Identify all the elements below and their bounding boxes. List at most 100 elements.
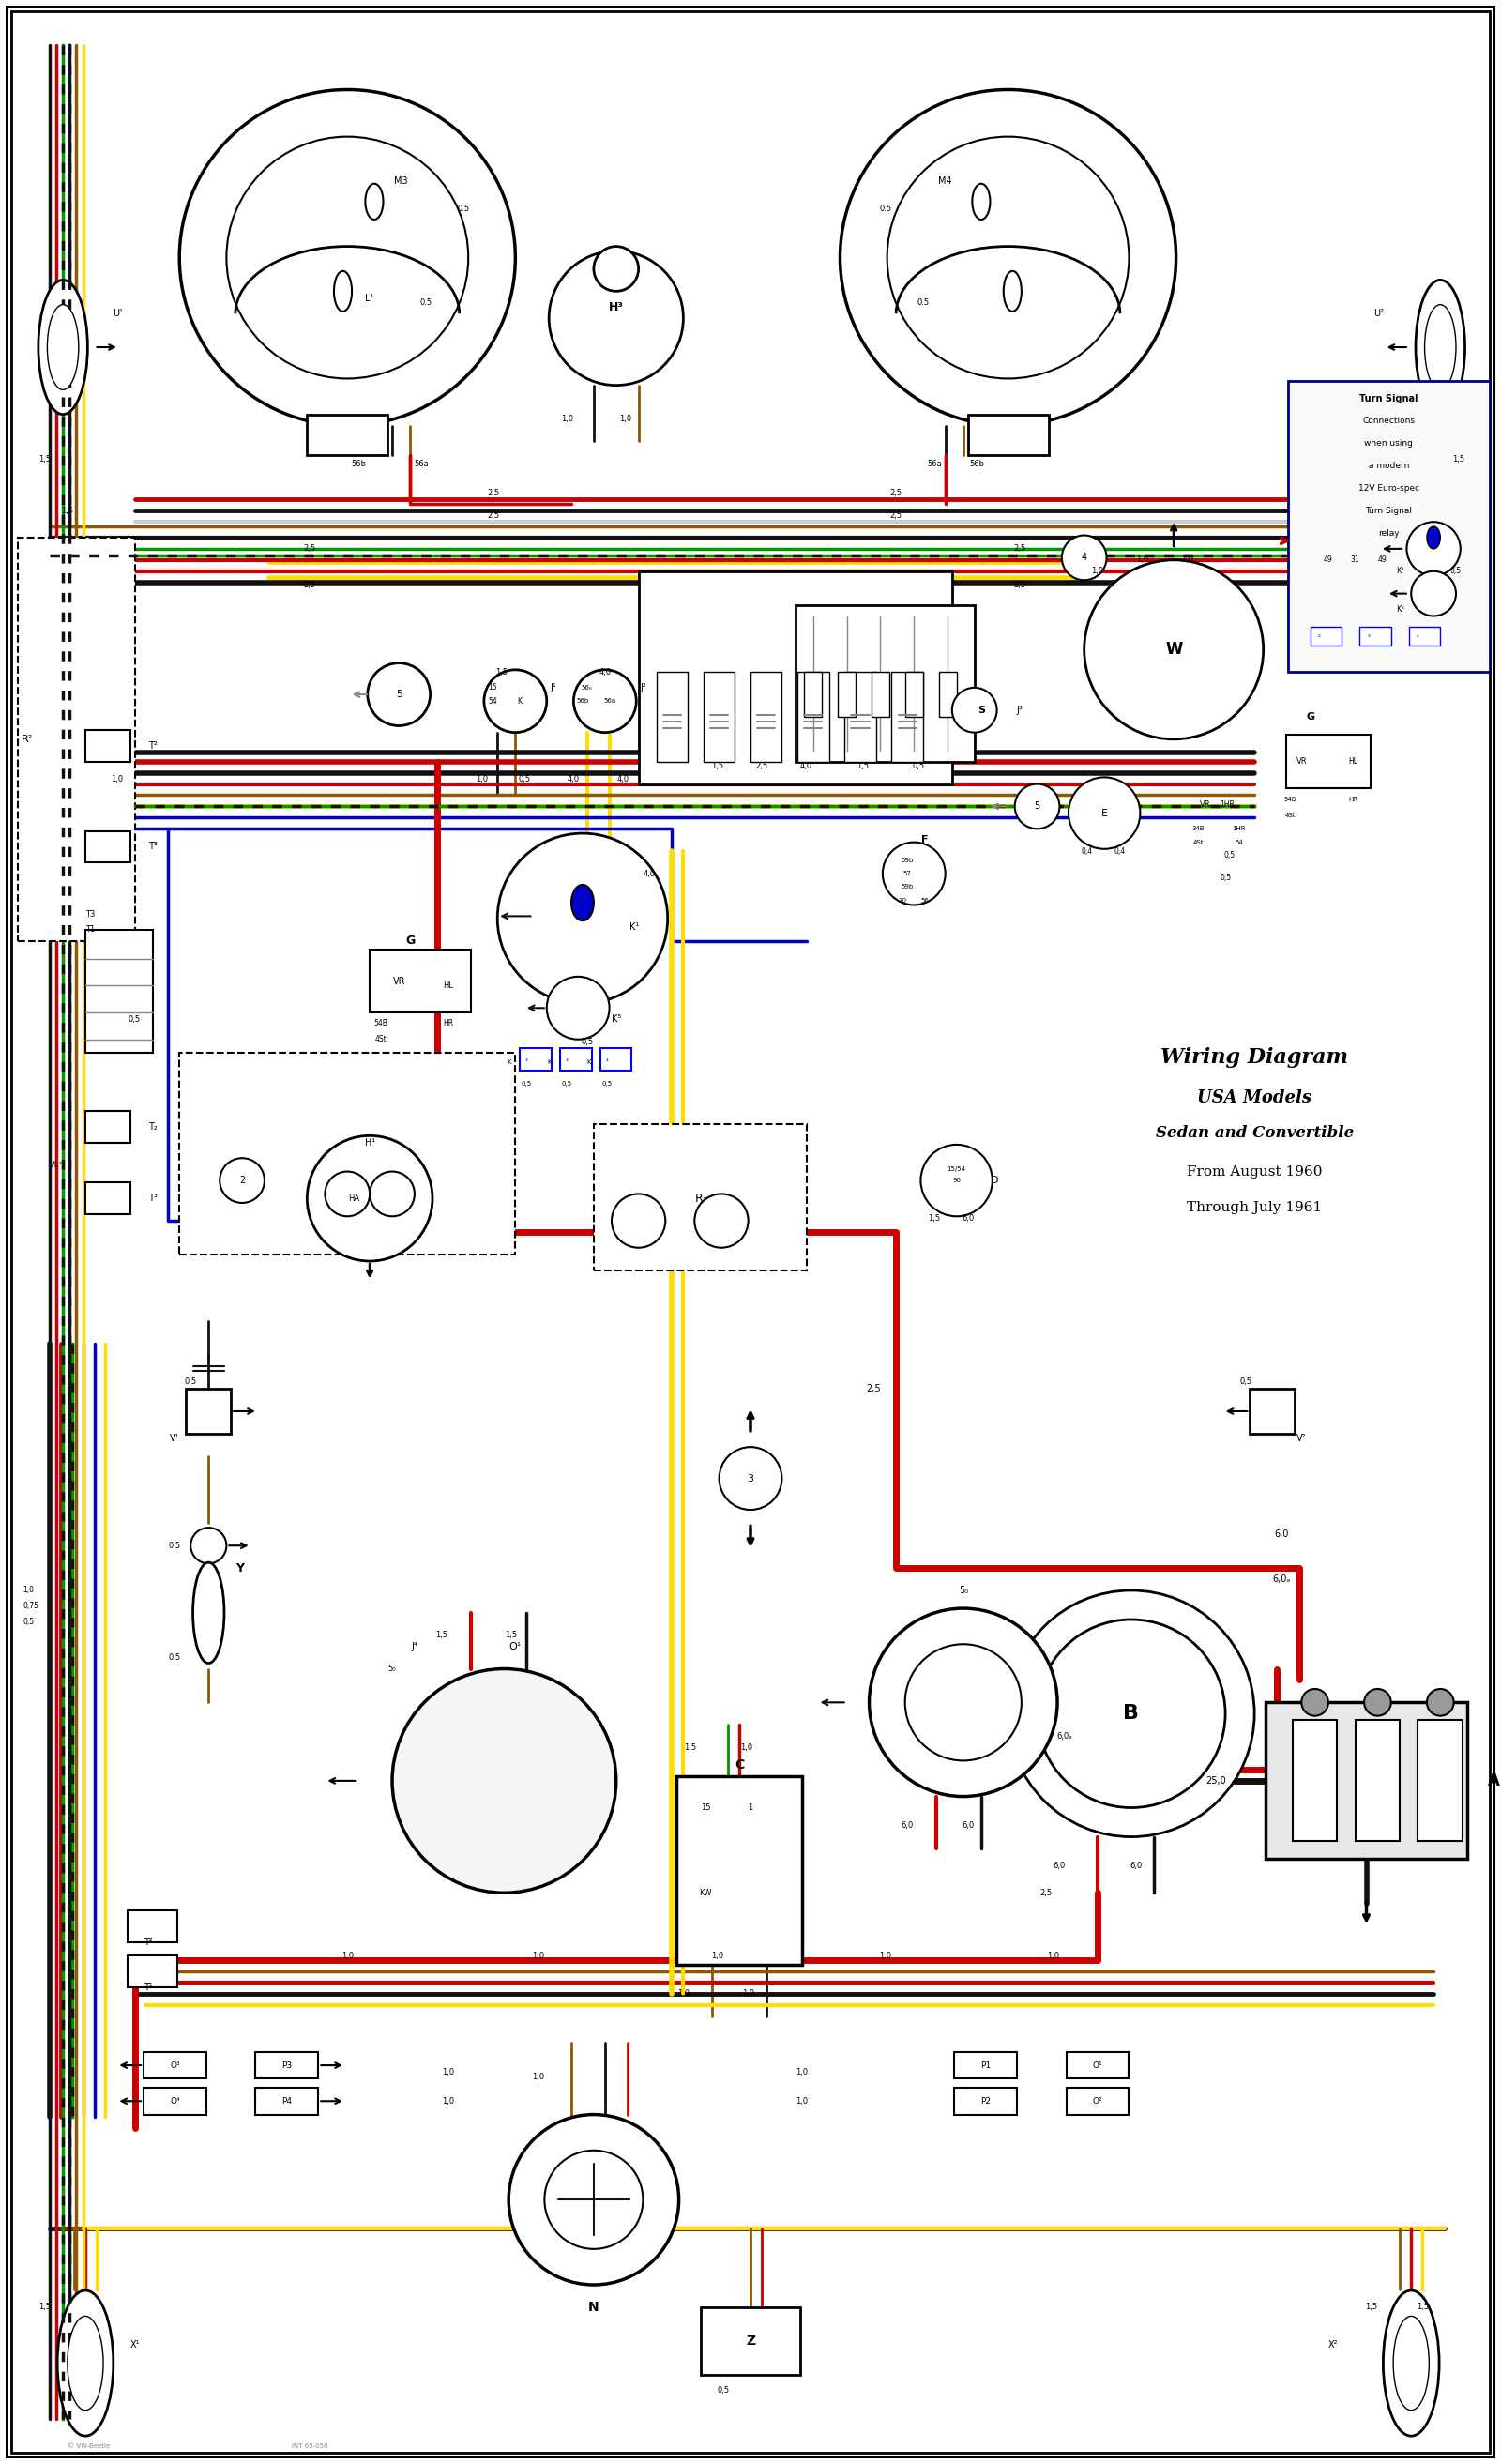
Text: A: A — [1487, 1772, 1499, 1789]
Text: 2,5: 2,5 — [486, 488, 500, 498]
Bar — [656, 673, 687, 761]
Text: 2,5: 2,5 — [486, 510, 500, 520]
Text: 54B: 54B — [1283, 796, 1297, 803]
Text: 56b: 56b — [576, 697, 588, 705]
Text: 1,0: 1,0 — [341, 1951, 354, 1959]
Bar — [128, 1956, 177, 1986]
Ellipse shape — [365, 185, 383, 219]
Circle shape — [497, 833, 668, 1003]
Text: 6,0ₐ: 6,0ₐ — [1273, 1574, 1291, 1584]
Text: 0,5: 0,5 — [1240, 1377, 1252, 1387]
Text: B: B — [1123, 1705, 1139, 1722]
Text: 2,5: 2,5 — [1040, 1887, 1052, 1897]
Text: 0,5: 0,5 — [185, 1377, 197, 1387]
Ellipse shape — [192, 1562, 224, 1663]
Text: 56b: 56b — [351, 458, 366, 468]
Bar — [86, 1111, 131, 1143]
Text: 6,0ₐ: 6,0ₐ — [1057, 1732, 1072, 1740]
Text: Y: Y — [236, 1562, 245, 1574]
Text: From August 1960: From August 1960 — [1187, 1165, 1322, 1178]
Text: 15: 15 — [701, 1804, 710, 1811]
Text: 30: 30 — [899, 897, 907, 904]
Ellipse shape — [47, 306, 78, 389]
Bar — [955, 2053, 1018, 2080]
Text: K⁵: K⁵ — [1396, 606, 1403, 614]
Text: 1,5: 1,5 — [684, 1742, 696, 1752]
Text: Through July 1961: Through July 1961 — [1187, 1200, 1322, 1215]
Text: USA Models: USA Models — [1198, 1089, 1312, 1106]
Bar — [677, 1777, 802, 1964]
Text: S: S — [977, 705, 985, 715]
Circle shape — [227, 136, 468, 379]
Text: 4: 4 — [1081, 552, 1087, 562]
Text: 6,0: 6,0 — [901, 1821, 914, 1831]
Text: 34B: 34B — [1192, 825, 1205, 833]
Text: 1,0: 1,0 — [618, 414, 632, 424]
Text: K: K — [546, 1060, 551, 1064]
Text: 56a: 56a — [603, 697, 615, 705]
Text: U²: U² — [1373, 308, 1384, 318]
Text: ²: ² — [525, 1060, 528, 1064]
Text: 56₀: 56₀ — [581, 685, 593, 690]
Text: R¹: R¹ — [695, 1193, 707, 1205]
Text: 25,0: 25,0 — [1207, 1777, 1226, 1786]
Text: O¹: O¹ — [1093, 2060, 1103, 2070]
Text: V²: V² — [1297, 1434, 1306, 1444]
Text: 0.5: 0.5 — [420, 298, 432, 306]
Text: P3: P3 — [282, 2060, 293, 2070]
Text: 1,5: 1,5 — [928, 1215, 940, 1222]
Bar — [86, 830, 131, 862]
Text: 2,5: 2,5 — [303, 545, 315, 552]
Ellipse shape — [1427, 527, 1441, 549]
Text: 49: 49 — [1324, 557, 1333, 564]
Text: HA: HA — [348, 1195, 360, 1202]
Text: 5: 5 — [396, 690, 402, 700]
Text: J¹: J¹ — [551, 683, 557, 692]
Text: 54: 54 — [1235, 840, 1243, 845]
Text: 4St: 4St — [1193, 840, 1204, 845]
Text: 0.5: 0.5 — [458, 205, 470, 212]
Text: 1,0: 1,0 — [441, 2067, 455, 2077]
Bar — [255, 2087, 318, 2114]
Text: O³: O³ — [170, 2060, 180, 2070]
Bar — [968, 414, 1048, 456]
Text: 15: 15 — [488, 683, 497, 692]
Text: 0,5: 0,5 — [717, 2385, 729, 2395]
Circle shape — [1427, 1688, 1454, 1715]
Text: when using: when using — [1364, 439, 1412, 448]
Bar — [1066, 2053, 1129, 2080]
Text: 0,5: 0,5 — [129, 1015, 141, 1023]
Circle shape — [1009, 1589, 1255, 1836]
Text: 1HR: 1HR — [1220, 801, 1235, 808]
Text: 4,0: 4,0 — [644, 870, 656, 877]
Bar — [86, 729, 131, 761]
Text: 4,0: 4,0 — [617, 776, 629, 784]
Text: T²: T² — [149, 742, 158, 752]
Text: 0,5: 0,5 — [561, 1082, 572, 1087]
Text: 1,0: 1,0 — [531, 1951, 543, 1959]
Circle shape — [545, 2151, 642, 2250]
Bar — [86, 1183, 131, 1215]
Circle shape — [719, 1446, 782, 1510]
Text: O²: O² — [1093, 2097, 1103, 2104]
Text: 57: 57 — [904, 870, 911, 877]
Text: 5: 5 — [1034, 801, 1040, 811]
Text: ³: ³ — [566, 1060, 569, 1064]
Bar — [1265, 1703, 1466, 1860]
Text: M4: M4 — [938, 177, 952, 187]
Text: 2,5: 2,5 — [866, 1385, 881, 1395]
Bar — [845, 673, 877, 761]
Bar — [18, 537, 135, 941]
Text: 1,5: 1,5 — [435, 1631, 447, 1639]
Text: 2,5: 2,5 — [890, 510, 902, 520]
Circle shape — [887, 136, 1129, 379]
Bar — [560, 1047, 591, 1072]
Bar — [797, 673, 829, 761]
Text: G: G — [1306, 712, 1315, 722]
Bar — [938, 673, 956, 717]
Circle shape — [573, 670, 636, 732]
Text: Connections: Connections — [1363, 416, 1415, 426]
Text: 0,4: 0,4 — [1114, 848, 1126, 855]
Text: J²: J² — [639, 683, 645, 692]
Text: T²: T² — [144, 1937, 153, 1947]
